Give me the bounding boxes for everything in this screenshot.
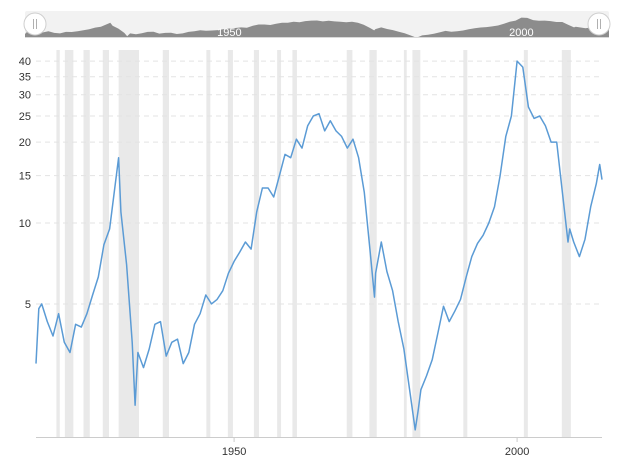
navigator-right-handle[interactable] xyxy=(587,12,611,36)
recession-band xyxy=(102,50,110,437)
y-tick-label: 40 xyxy=(19,56,31,68)
recession-band xyxy=(346,50,353,437)
x-axis-tick-labels: 1950 2000 xyxy=(222,437,529,458)
gridlines xyxy=(36,60,602,305)
navigator-label: 2000 xyxy=(509,27,533,39)
recession-band xyxy=(83,50,90,437)
recession-band xyxy=(277,50,282,437)
recession-band xyxy=(523,50,528,437)
recession-band xyxy=(64,50,74,437)
recession-band xyxy=(463,50,468,437)
recession-band xyxy=(253,50,260,437)
y-axis-tick-labels: 5 10 15 20 25 30 35 40 xyxy=(19,56,31,311)
recession-bands xyxy=(56,50,571,437)
y-tick-label: 35 xyxy=(19,72,31,84)
y-tick-label: 10 xyxy=(19,218,31,230)
recession-band xyxy=(56,50,60,437)
plot-area: 5 10 15 20 25 30 35 40 1950 2000 xyxy=(19,50,603,458)
x-tick-label: 2000 xyxy=(505,446,529,458)
navigator-left-handle[interactable] xyxy=(23,12,47,36)
y-tick-label: 15 xyxy=(19,171,31,183)
recession-band xyxy=(561,50,571,437)
navigator-area xyxy=(25,17,609,38)
recession-band xyxy=(369,50,377,437)
series-line xyxy=(35,60,603,431)
y-tick-label: 25 xyxy=(19,111,31,123)
recession-band xyxy=(292,50,297,437)
x-tick-label: 1950 xyxy=(222,446,246,458)
navigator-label: 1950 xyxy=(217,27,241,39)
navigator-labels: 1950 2000 xyxy=(217,27,533,39)
recession-band xyxy=(206,50,211,437)
recession-band xyxy=(403,50,407,437)
recession-band xyxy=(227,50,233,437)
recession-band xyxy=(118,50,140,437)
navigator-track-line xyxy=(25,37,609,38)
recession-band xyxy=(162,50,170,437)
y-tick-label: 30 xyxy=(19,90,31,102)
navigator[interactable]: 1950 2000 xyxy=(23,11,611,39)
y-tick-label: 20 xyxy=(19,137,31,149)
recession-band xyxy=(412,50,421,437)
y-tick-label: 5 xyxy=(25,299,31,311)
